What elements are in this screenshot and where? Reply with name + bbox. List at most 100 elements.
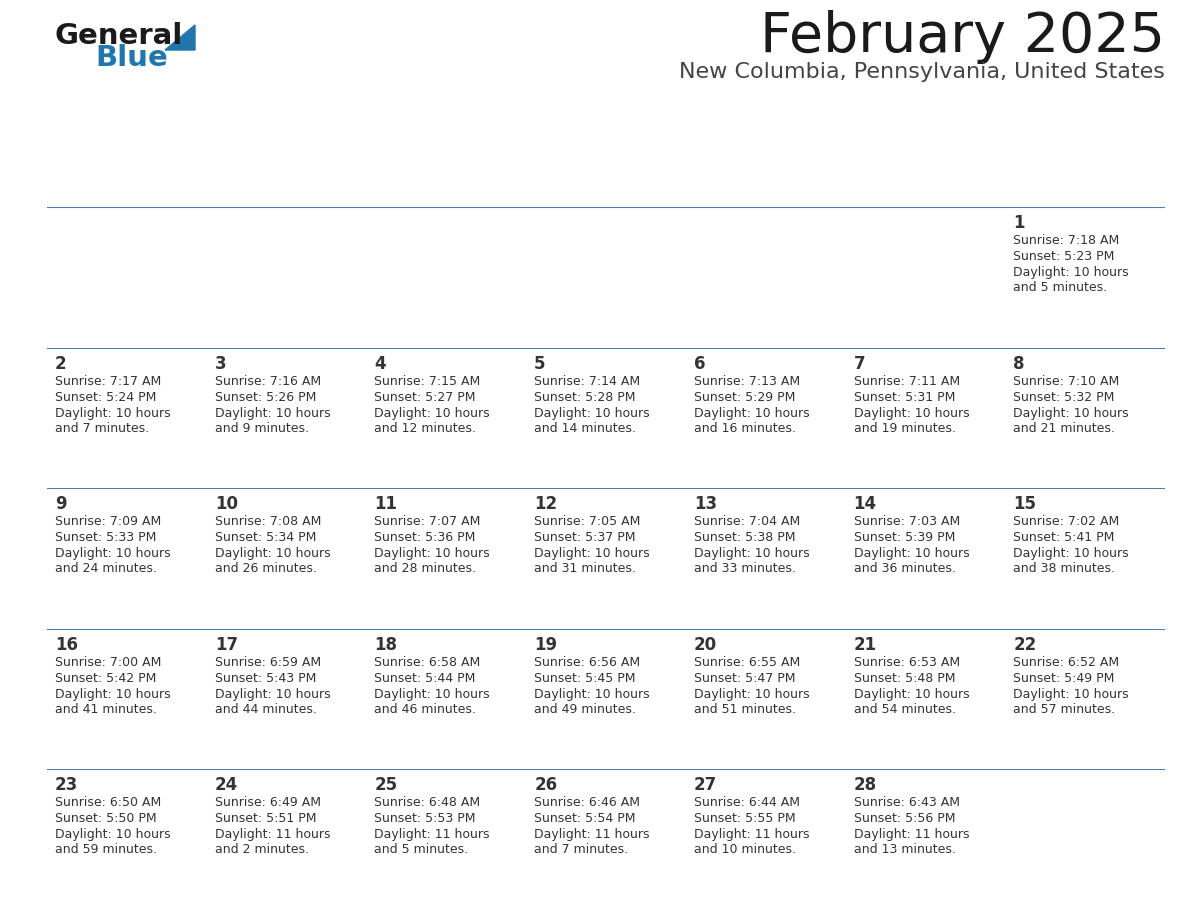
Text: Sunset: 5:45 PM: Sunset: 5:45 PM <box>535 672 636 685</box>
Text: Sunset: 5:28 PM: Sunset: 5:28 PM <box>535 390 636 404</box>
Text: Sunrise: 7:14 AM: Sunrise: 7:14 AM <box>535 375 640 387</box>
Text: and 26 minutes.: and 26 minutes. <box>215 562 316 576</box>
Text: Sunrise: 7:08 AM: Sunrise: 7:08 AM <box>215 515 321 528</box>
Text: Daylight: 10 hours: Daylight: 10 hours <box>694 688 809 700</box>
Text: Sunrise: 7:03 AM: Sunrise: 7:03 AM <box>853 515 960 528</box>
Text: Sunrise: 6:50 AM: Sunrise: 6:50 AM <box>55 797 162 810</box>
Text: 1: 1 <box>1013 214 1025 232</box>
Text: and 7 minutes.: and 7 minutes. <box>55 421 150 434</box>
Text: and 41 minutes.: and 41 minutes. <box>55 703 157 716</box>
Text: Sunrise: 7:13 AM: Sunrise: 7:13 AM <box>694 375 800 387</box>
Text: Daylight: 10 hours: Daylight: 10 hours <box>374 547 491 560</box>
Text: and 46 minutes.: and 46 minutes. <box>374 703 476 716</box>
Text: Sunset: 5:42 PM: Sunset: 5:42 PM <box>55 672 157 685</box>
Text: and 33 minutes.: and 33 minutes. <box>694 562 796 576</box>
Text: Daylight: 11 hours: Daylight: 11 hours <box>535 828 650 842</box>
Text: Daylight: 10 hours: Daylight: 10 hours <box>374 688 491 700</box>
Text: and 38 minutes.: and 38 minutes. <box>1013 562 1116 576</box>
Text: Sunset: 5:43 PM: Sunset: 5:43 PM <box>215 672 316 685</box>
Text: and 36 minutes.: and 36 minutes. <box>853 562 955 576</box>
Text: Sunset: 5:56 PM: Sunset: 5:56 PM <box>853 812 955 825</box>
Text: 24: 24 <box>215 777 238 794</box>
Text: and 51 minutes.: and 51 minutes. <box>694 703 796 716</box>
Text: 26: 26 <box>535 777 557 794</box>
Text: Sunrise: 7:04 AM: Sunrise: 7:04 AM <box>694 515 800 528</box>
Text: Daylight: 10 hours: Daylight: 10 hours <box>694 407 809 420</box>
Text: Daylight: 10 hours: Daylight: 10 hours <box>853 547 969 560</box>
Text: Daylight: 11 hours: Daylight: 11 hours <box>215 828 330 842</box>
Text: Sunrise: 7:15 AM: Sunrise: 7:15 AM <box>374 375 481 387</box>
Text: 7: 7 <box>853 354 865 373</box>
Text: and 10 minutes.: and 10 minutes. <box>694 844 796 856</box>
Text: Sunrise: 6:58 AM: Sunrise: 6:58 AM <box>374 655 481 669</box>
Text: and 7 minutes.: and 7 minutes. <box>535 844 628 856</box>
Text: 21: 21 <box>853 636 877 654</box>
Text: Sunrise: 7:05 AM: Sunrise: 7:05 AM <box>535 515 640 528</box>
Text: 3: 3 <box>215 354 227 373</box>
Text: 11: 11 <box>374 495 398 513</box>
Text: Sunset: 5:36 PM: Sunset: 5:36 PM <box>374 532 476 544</box>
Text: Daylight: 10 hours: Daylight: 10 hours <box>55 688 171 700</box>
Text: Sunrise: 6:44 AM: Sunrise: 6:44 AM <box>694 797 800 810</box>
Text: Blue: Blue <box>95 44 168 72</box>
Text: Sunrise: 7:17 AM: Sunrise: 7:17 AM <box>55 375 162 387</box>
Text: 28: 28 <box>853 777 877 794</box>
Text: Sunset: 5:29 PM: Sunset: 5:29 PM <box>694 390 795 404</box>
Text: 12: 12 <box>535 495 557 513</box>
Polygon shape <box>165 25 195 50</box>
Text: Sunset: 5:48 PM: Sunset: 5:48 PM <box>853 672 955 685</box>
Text: and 19 minutes.: and 19 minutes. <box>853 421 955 434</box>
Text: 19: 19 <box>535 636 557 654</box>
Text: 4: 4 <box>374 354 386 373</box>
Text: Daylight: 10 hours: Daylight: 10 hours <box>694 547 809 560</box>
Text: 17: 17 <box>215 636 238 654</box>
Text: Sunset: 5:34 PM: Sunset: 5:34 PM <box>215 532 316 544</box>
Text: Sunrise: 6:53 AM: Sunrise: 6:53 AM <box>853 655 960 669</box>
Text: Sunrise: 7:10 AM: Sunrise: 7:10 AM <box>1013 375 1119 387</box>
Text: Sunset: 5:41 PM: Sunset: 5:41 PM <box>1013 532 1114 544</box>
Text: Daylight: 10 hours: Daylight: 10 hours <box>1013 266 1129 279</box>
Text: Sunset: 5:37 PM: Sunset: 5:37 PM <box>535 532 636 544</box>
Text: Sunset: 5:54 PM: Sunset: 5:54 PM <box>535 812 636 825</box>
Text: and 13 minutes.: and 13 minutes. <box>853 844 955 856</box>
Text: 6: 6 <box>694 354 706 373</box>
Text: Monday: Monday <box>215 172 287 190</box>
Text: Sunrise: 6:49 AM: Sunrise: 6:49 AM <box>215 797 321 810</box>
Text: Sunrise: 7:18 AM: Sunrise: 7:18 AM <box>1013 234 1119 247</box>
Text: 16: 16 <box>55 636 78 654</box>
Text: Daylight: 10 hours: Daylight: 10 hours <box>1013 688 1129 700</box>
Text: 5: 5 <box>535 354 545 373</box>
Text: Daylight: 11 hours: Daylight: 11 hours <box>374 828 489 842</box>
Text: Sunset: 5:27 PM: Sunset: 5:27 PM <box>374 390 476 404</box>
Text: Daylight: 10 hours: Daylight: 10 hours <box>1013 547 1129 560</box>
Text: Sunset: 5:53 PM: Sunset: 5:53 PM <box>374 812 476 825</box>
Text: Daylight: 10 hours: Daylight: 10 hours <box>535 547 650 560</box>
Text: Sunset: 5:33 PM: Sunset: 5:33 PM <box>55 532 157 544</box>
Text: New Columbia, Pennsylvania, United States: New Columbia, Pennsylvania, United State… <box>680 62 1165 82</box>
Text: Sunrise: 6:55 AM: Sunrise: 6:55 AM <box>694 655 800 669</box>
Text: Wednesday: Wednesday <box>535 172 642 190</box>
Text: Daylight: 10 hours: Daylight: 10 hours <box>853 407 969 420</box>
Text: 8: 8 <box>1013 354 1025 373</box>
Text: and 54 minutes.: and 54 minutes. <box>853 703 955 716</box>
Text: Sunset: 5:50 PM: Sunset: 5:50 PM <box>55 812 157 825</box>
Text: February 2025: February 2025 <box>760 10 1165 64</box>
Text: and 59 minutes.: and 59 minutes. <box>55 844 157 856</box>
Text: 23: 23 <box>55 777 78 794</box>
Text: and 12 minutes.: and 12 minutes. <box>374 421 476 434</box>
Text: Sunset: 5:32 PM: Sunset: 5:32 PM <box>1013 390 1114 404</box>
Text: and 16 minutes.: and 16 minutes. <box>694 421 796 434</box>
Text: Daylight: 10 hours: Daylight: 10 hours <box>215 547 330 560</box>
Text: and 21 minutes.: and 21 minutes. <box>1013 421 1116 434</box>
Text: Sunset: 5:26 PM: Sunset: 5:26 PM <box>215 390 316 404</box>
Text: Daylight: 10 hours: Daylight: 10 hours <box>55 407 171 420</box>
Text: Daylight: 10 hours: Daylight: 10 hours <box>215 407 330 420</box>
Text: and 5 minutes.: and 5 minutes. <box>1013 281 1107 294</box>
Text: 14: 14 <box>853 495 877 513</box>
Text: Sunrise: 6:46 AM: Sunrise: 6:46 AM <box>535 797 640 810</box>
Text: Sunrise: 7:07 AM: Sunrise: 7:07 AM <box>374 515 481 528</box>
Text: 10: 10 <box>215 495 238 513</box>
Text: Sunset: 5:23 PM: Sunset: 5:23 PM <box>1013 250 1114 263</box>
Text: 25: 25 <box>374 777 398 794</box>
Text: Sunrise: 7:09 AM: Sunrise: 7:09 AM <box>55 515 162 528</box>
